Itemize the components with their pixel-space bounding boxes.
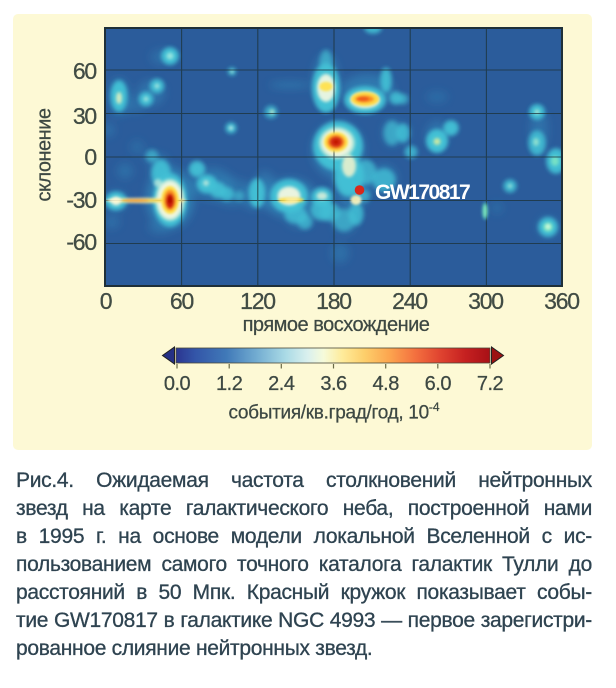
svg-text:GW170817: GW170817 (375, 181, 470, 204)
